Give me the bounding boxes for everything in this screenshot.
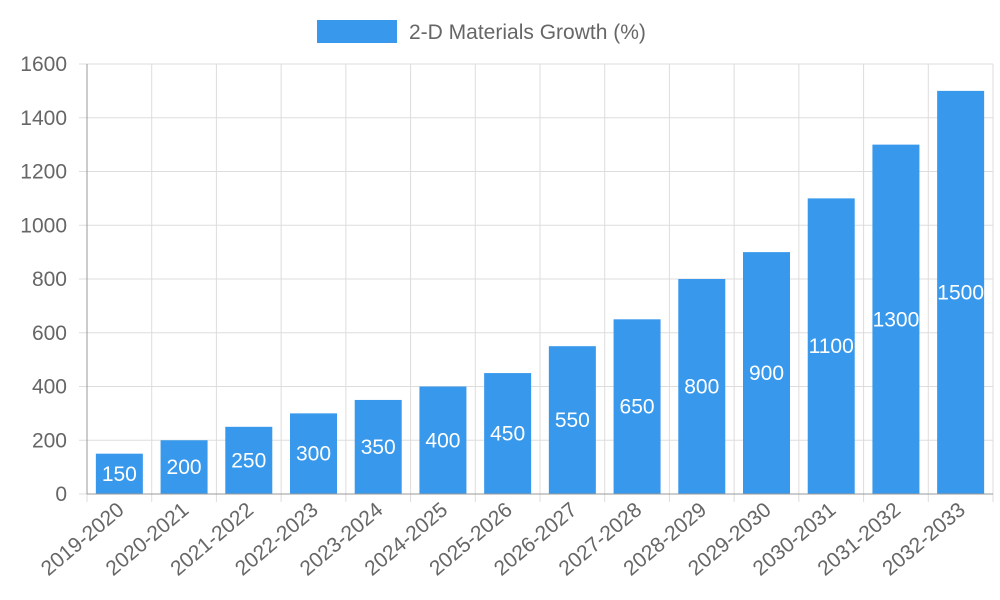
- bar-value-label: 550: [555, 409, 590, 432]
- bar-value-label: 800: [684, 376, 719, 399]
- bar-value-label: 150: [102, 463, 137, 486]
- bar-2024-2025[interactable]: [419, 386, 467, 495]
- bar-2025-2026[interactable]: [484, 373, 532, 494]
- bar-2027-2028[interactable]: [613, 319, 661, 494]
- bar-2026-2027[interactable]: [548, 346, 596, 494]
- y-tick-label: 800: [32, 268, 67, 291]
- bar-value-label: 650: [620, 396, 655, 419]
- bar-value-label: 1100: [809, 335, 854, 358]
- y-tick-label: 600: [32, 322, 67, 345]
- bar-value-label: 900: [749, 362, 784, 385]
- bar-value-label: 350: [361, 436, 396, 459]
- bar-2023-2024[interactable]: [354, 399, 402, 494]
- y-tick-label: 400: [32, 376, 67, 399]
- y-axis-ticks: 0 200 400 600 800 1000 1200 1400 1600: [20, 53, 67, 506]
- bars: 150 200 250 300 350 400 450 550 650 800 900 1100 130…: [95, 90, 985, 495]
- bar-2030-2031[interactable]: [807, 198, 855, 494]
- bar-2021-2022[interactable]: [225, 426, 273, 494]
- bar-value-label: 250: [231, 449, 266, 472]
- bar-2031-2032[interactable]: [872, 144, 920, 494]
- bar-value-label: 1500: [937, 281, 984, 304]
- gridlines: [79, 63, 994, 502]
- bar-2028-2029[interactable]: [678, 279, 726, 494]
- legend-swatch[interactable]: [317, 20, 397, 43]
- bar-2029-2030[interactable]: [743, 252, 790, 494]
- bar-2020-2021[interactable]: [160, 440, 208, 494]
- y-tick-label: 0: [55, 483, 67, 506]
- bar-2022-2023[interactable]: [290, 413, 337, 494]
- legend-label[interactable]: 2-D Materials Growth (%): [409, 21, 646, 44]
- bar-2019-2020[interactable]: [95, 453, 143, 494]
- bar-value-label: 200: [167, 456, 202, 479]
- y-tick-label: 1000: [20, 214, 67, 237]
- bar-value-label: 1300: [873, 308, 920, 331]
- x-axis-ticks: 2019-20202020-20212021-20222022-20232023…: [37, 498, 970, 580]
- y-tick-label: 200: [32, 429, 67, 452]
- legend[interactable]: 2-D Materials Growth (%): [317, 20, 646, 44]
- y-tick-label: 1200: [20, 161, 67, 184]
- y-tick-label: 1600: [20, 53, 67, 76]
- axes: [86, 64, 993, 495]
- bar-value-label: 450: [490, 423, 525, 446]
- bar-2032-2033[interactable]: [937, 90, 985, 494]
- bar-value-label: 300: [296, 443, 331, 466]
- bar-value-label: 400: [425, 429, 460, 452]
- y-tick-label: 1400: [20, 107, 67, 130]
